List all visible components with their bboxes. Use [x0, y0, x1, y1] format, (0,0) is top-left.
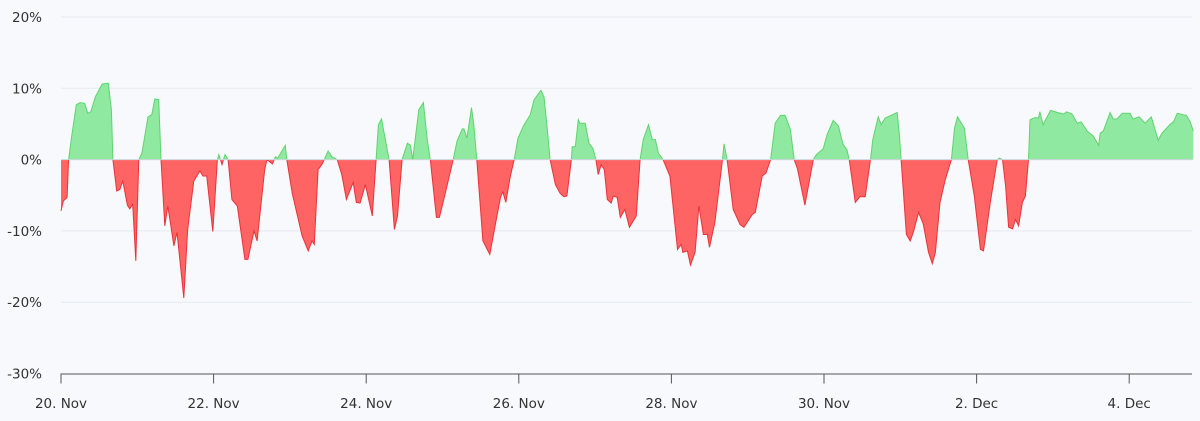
negative-line — [60, 159, 1030, 298]
x-axis: 20. Nov 22. Nov 24. Nov 26. Nov 28. Nov 30. N… — [35, 373, 1192, 412]
positive-area — [68, 83, 1194, 160]
series-area — [60, 82, 1194, 298]
y-tick-label: 20% — [12, 10, 42, 26]
x-tick-label: 26. Nov — [493, 396, 545, 412]
x-tick-label: 30. Nov — [798, 396, 850, 412]
x-tick-label: 24. Nov — [340, 396, 392, 412]
y-tick-label: -30% — [7, 367, 42, 383]
x-tick-label: 28. Nov — [645, 396, 697, 412]
y-tick-label: -20% — [7, 295, 42, 311]
y-axis-labels: 20% 10% 0% -10% -20% -30% — [7, 10, 42, 383]
x-tick-label: 4. Dec — [1108, 396, 1151, 412]
x-tick-label: 20. Nov — [35, 396, 87, 412]
x-tick-label: 22. Nov — [188, 396, 240, 412]
y-tick-label: 10% — [12, 81, 42, 97]
y-tick-label: 0% — [21, 153, 43, 169]
y-tick-label: -10% — [7, 224, 42, 240]
x-tick-label: 2. Dec — [955, 396, 998, 412]
negative-area — [61, 159, 1194, 298]
positive-line — [68, 82, 1194, 160]
